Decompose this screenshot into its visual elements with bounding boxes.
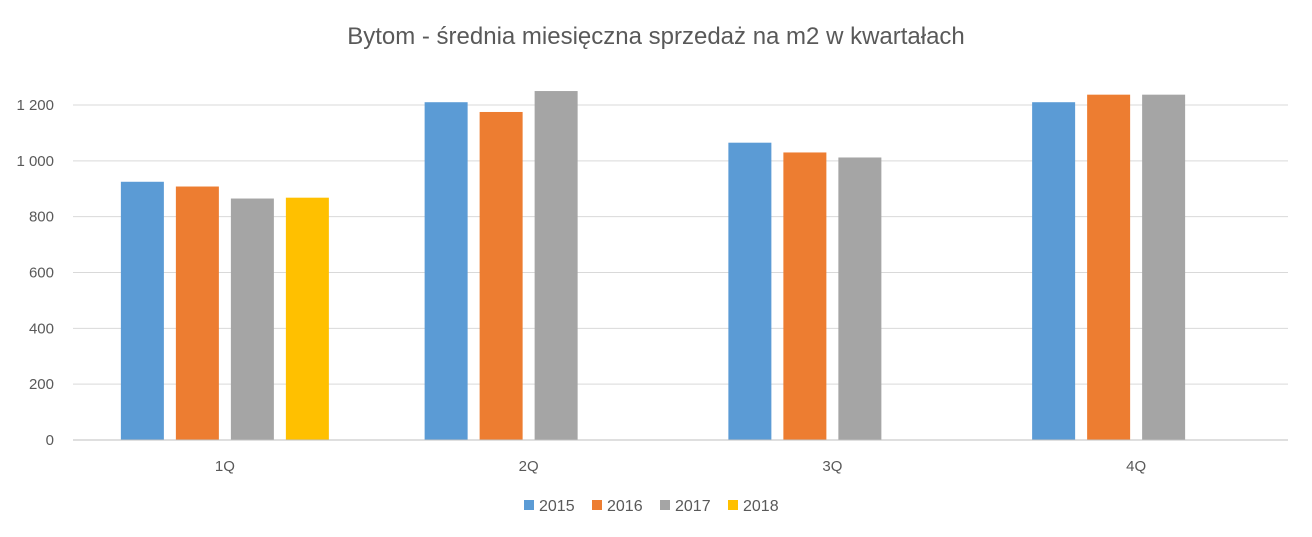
bar-2016-4Q	[1087, 94, 1131, 440]
y-tick-label: 600	[29, 265, 54, 282]
legend-swatch-2017	[660, 500, 670, 510]
y-tick-label: 800	[29, 209, 54, 226]
x-tick-label: 2Q	[519, 458, 539, 475]
legend-swatch-2016	[592, 500, 602, 510]
legend-swatch-2018	[728, 500, 738, 510]
chart-title: Bytom - średnia miesięczna sprzedaż na m…	[347, 23, 965, 50]
y-tick-label: 1 200	[16, 97, 54, 114]
legend-label: 2016	[607, 498, 643, 515]
bar-2017-1Q	[230, 198, 274, 440]
y-tick-label: 0	[46, 432, 54, 449]
bar-2017-3Q	[838, 157, 882, 440]
bar-2016-3Q	[783, 152, 827, 441]
x-axis-tick-labels: 1Q 2Q 3Q 4Q	[215, 458, 1146, 475]
legend-label: 2015	[539, 498, 575, 515]
bar-2015-2Q	[424, 102, 468, 440]
bar-2018-1Q	[285, 197, 329, 440]
x-tick-label: 3Q	[822, 458, 842, 475]
gridlines	[73, 104, 1288, 385]
x-tick-label: 4Q	[1126, 458, 1146, 475]
bars	[120, 91, 1186, 441]
bar-2016-2Q	[479, 111, 523, 441]
bar-2017-2Q	[534, 91, 578, 441]
y-tick-label: 1 000	[16, 153, 54, 170]
bar-2017-4Q	[1142, 94, 1186, 440]
bar-2015-4Q	[1032, 102, 1076, 440]
y-axis-tick-labels: 0 200 400 600 800 1 000 1 200	[16, 97, 54, 449]
bar-2015-3Q	[728, 142, 772, 440]
legend: 2015 2016 2017 2018	[524, 498, 779, 515]
legend-swatch-2015	[524, 500, 534, 510]
bar-2015-1Q	[120, 181, 164, 441]
x-tick-label: 1Q	[215, 458, 235, 475]
legend-label: 2018	[743, 498, 779, 515]
bar-2016-1Q	[175, 186, 219, 440]
legend-label: 2017	[675, 498, 711, 515]
y-tick-label: 400	[29, 320, 54, 337]
y-tick-label: 200	[29, 376, 54, 393]
